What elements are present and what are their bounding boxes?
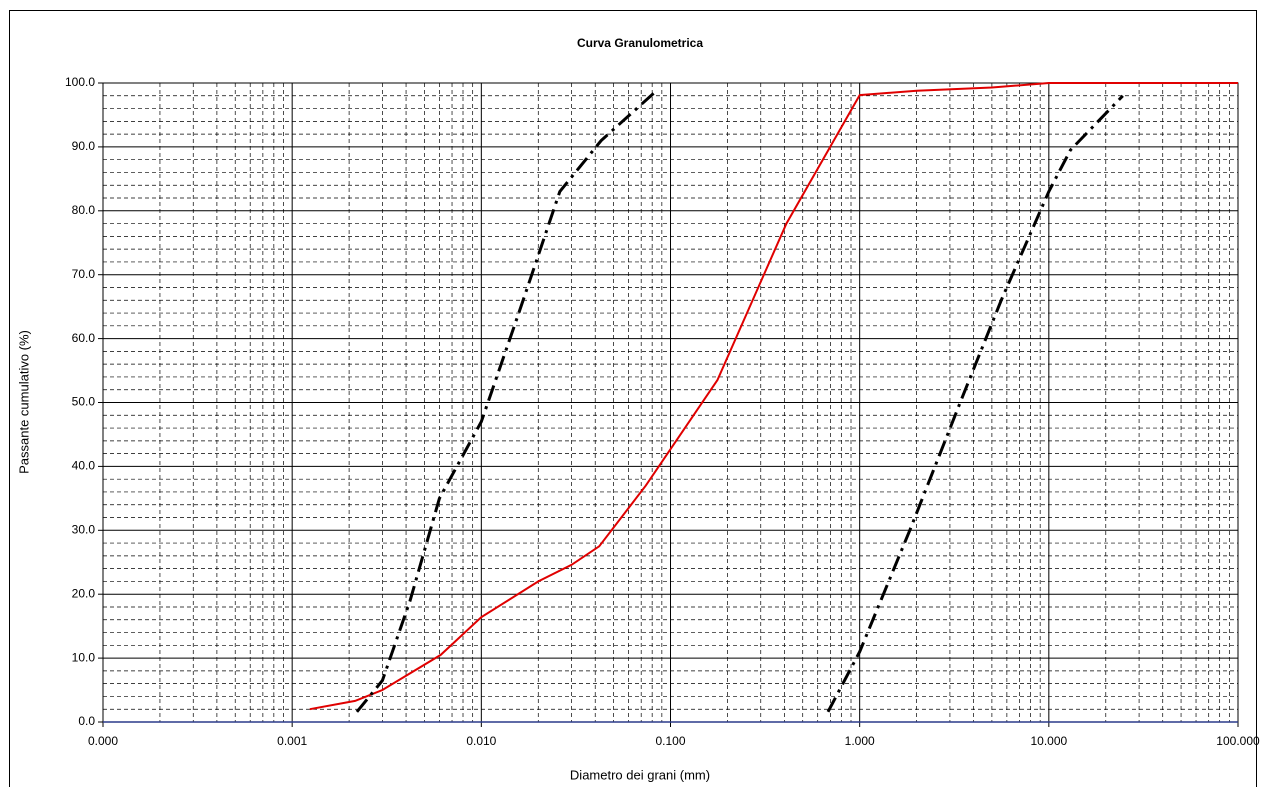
y-tick-label: 100.0 <box>65 75 95 89</box>
data-line <box>826 94 1124 713</box>
x-tick-label: 10.000 <box>1030 734 1067 748</box>
chart-title: Curva Granulometrica <box>577 36 703 50</box>
y-tick-label: 90.0 <box>72 139 96 153</box>
x-tick-label: 100.000 <box>1216 734 1260 748</box>
x-tick-label: 1.000 <box>845 734 875 748</box>
data-line <box>355 90 657 713</box>
x-axis-label: Diametro dei grani (mm) <box>570 767 710 782</box>
x-tick-label: 0.100 <box>655 734 685 748</box>
data-line <box>309 82 1238 711</box>
y-axis-label: Passante cumulativo (%) <box>16 330 31 474</box>
y-tick-label: 50.0 <box>72 395 96 409</box>
x-tick-label: 0.000 <box>88 734 118 748</box>
y-tick-label: 30.0 <box>72 522 96 536</box>
x-tick-label: 0.010 <box>466 734 496 748</box>
y-tick-label: 0.0 <box>78 714 95 728</box>
y-tick-label: 40.0 <box>72 459 96 473</box>
y-tick-label: 10.0 <box>72 650 96 664</box>
x-tick-label: 0.001 <box>277 734 307 748</box>
y-tick-label: 70.0 <box>72 267 96 281</box>
y-tick-label: 60.0 <box>72 331 96 345</box>
y-tick-label: 80.0 <box>72 203 96 217</box>
y-tick-label: 20.0 <box>72 586 96 600</box>
